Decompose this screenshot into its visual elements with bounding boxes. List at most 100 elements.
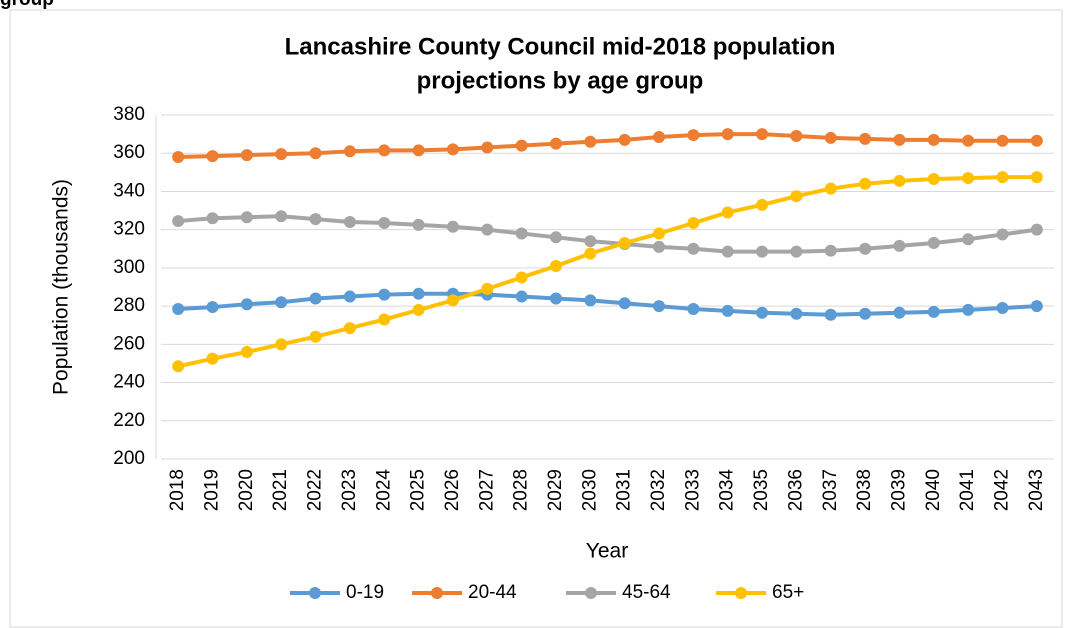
data-point xyxy=(618,297,631,310)
x-tick-label: 2032 xyxy=(648,469,669,511)
data-point xyxy=(996,228,1009,241)
data-point xyxy=(481,282,494,295)
data-point xyxy=(824,131,837,144)
data-point xyxy=(687,216,700,229)
data-point xyxy=(206,212,219,225)
data-point xyxy=(584,235,597,248)
data-point xyxy=(549,259,562,272)
data-point xyxy=(172,302,185,315)
data-point xyxy=(962,172,975,185)
data-point xyxy=(378,216,391,229)
data-point xyxy=(412,303,425,316)
y-tick-label: 240 xyxy=(113,372,145,393)
data-point xyxy=(240,149,253,162)
y-tick-label: 300 xyxy=(113,257,145,278)
data-point xyxy=(790,245,803,258)
chart-title: projections by age group xyxy=(417,67,704,94)
x-tick-label: 2018 xyxy=(167,469,188,511)
data-point xyxy=(275,296,288,309)
data-point xyxy=(1030,300,1043,313)
y-tick-label: 360 xyxy=(113,142,145,163)
data-point xyxy=(824,182,837,195)
data-point xyxy=(824,244,837,257)
y-tick-label: 200 xyxy=(113,448,145,469)
data-point xyxy=(1030,134,1043,147)
data-point xyxy=(172,215,185,228)
legend-label: 45-64 xyxy=(622,582,671,603)
data-point xyxy=(859,132,872,145)
data-point xyxy=(653,130,666,143)
data-point xyxy=(481,223,494,236)
data-point xyxy=(893,174,906,187)
data-point xyxy=(893,306,906,319)
legend-label: 20-44 xyxy=(468,582,517,603)
data-point xyxy=(721,128,734,141)
data-point xyxy=(240,211,253,224)
data-point xyxy=(549,137,562,150)
x-tick-label: 2028 xyxy=(511,469,532,511)
data-point xyxy=(446,294,459,307)
data-point xyxy=(756,245,769,258)
y-tick-label: 380 xyxy=(113,104,145,125)
data-point xyxy=(206,150,219,163)
y-tick-label: 260 xyxy=(113,333,145,354)
data-point xyxy=(515,139,528,152)
data-point xyxy=(584,247,597,260)
data-point xyxy=(240,298,253,311)
data-point xyxy=(996,171,1009,184)
data-point xyxy=(1030,223,1043,236)
data-point xyxy=(275,338,288,351)
data-point xyxy=(859,307,872,320)
data-point xyxy=(378,313,391,326)
x-tick-label: 2033 xyxy=(682,469,703,511)
data-point xyxy=(412,144,425,157)
data-point xyxy=(653,227,666,240)
data-point xyxy=(962,233,975,246)
x-tick-label: 2026 xyxy=(442,469,463,511)
x-tick-label: 2031 xyxy=(614,469,635,511)
data-point xyxy=(927,173,940,186)
data-point xyxy=(721,245,734,258)
data-point xyxy=(687,129,700,142)
data-point xyxy=(412,218,425,231)
data-point xyxy=(756,306,769,319)
x-tick-label: 2025 xyxy=(408,469,429,511)
data-point xyxy=(378,144,391,157)
data-point xyxy=(378,288,391,301)
y-axis-label: Population (thousands) xyxy=(50,179,73,395)
x-tick-label: 2021 xyxy=(270,469,291,511)
x-tick-label: 2029 xyxy=(545,469,566,511)
legend-marker xyxy=(431,587,443,599)
data-point xyxy=(927,133,940,146)
x-tick-label: 2037 xyxy=(820,469,841,511)
x-tick-label: 2039 xyxy=(888,469,909,511)
x-tick-label: 2038 xyxy=(854,469,875,511)
x-tick-label: 2035 xyxy=(751,469,772,511)
data-point xyxy=(790,190,803,203)
y-tick-label: 340 xyxy=(113,180,145,201)
data-point xyxy=(515,227,528,240)
chart-title: Lancashire County Council mid-2018 popul… xyxy=(285,33,836,60)
y-tick-label: 280 xyxy=(113,295,145,316)
x-tick-label: 2027 xyxy=(476,469,497,511)
data-point xyxy=(756,128,769,141)
data-point xyxy=(172,151,185,164)
x-tick-label: 2024 xyxy=(373,469,394,512)
data-point xyxy=(275,210,288,223)
data-point xyxy=(996,302,1009,315)
data-point xyxy=(790,130,803,143)
data-point xyxy=(309,213,322,226)
legend-marker xyxy=(585,587,597,599)
data-point xyxy=(549,231,562,244)
data-point xyxy=(240,345,253,358)
data-point xyxy=(893,239,906,252)
data-point xyxy=(515,271,528,284)
page-heading: group xyxy=(0,0,54,10)
x-tick-label: 2042 xyxy=(991,469,1012,511)
data-point xyxy=(309,292,322,305)
x-tick-label: 2020 xyxy=(236,469,257,511)
data-point xyxy=(584,294,597,307)
data-point xyxy=(687,242,700,255)
legend-marker xyxy=(735,587,747,599)
